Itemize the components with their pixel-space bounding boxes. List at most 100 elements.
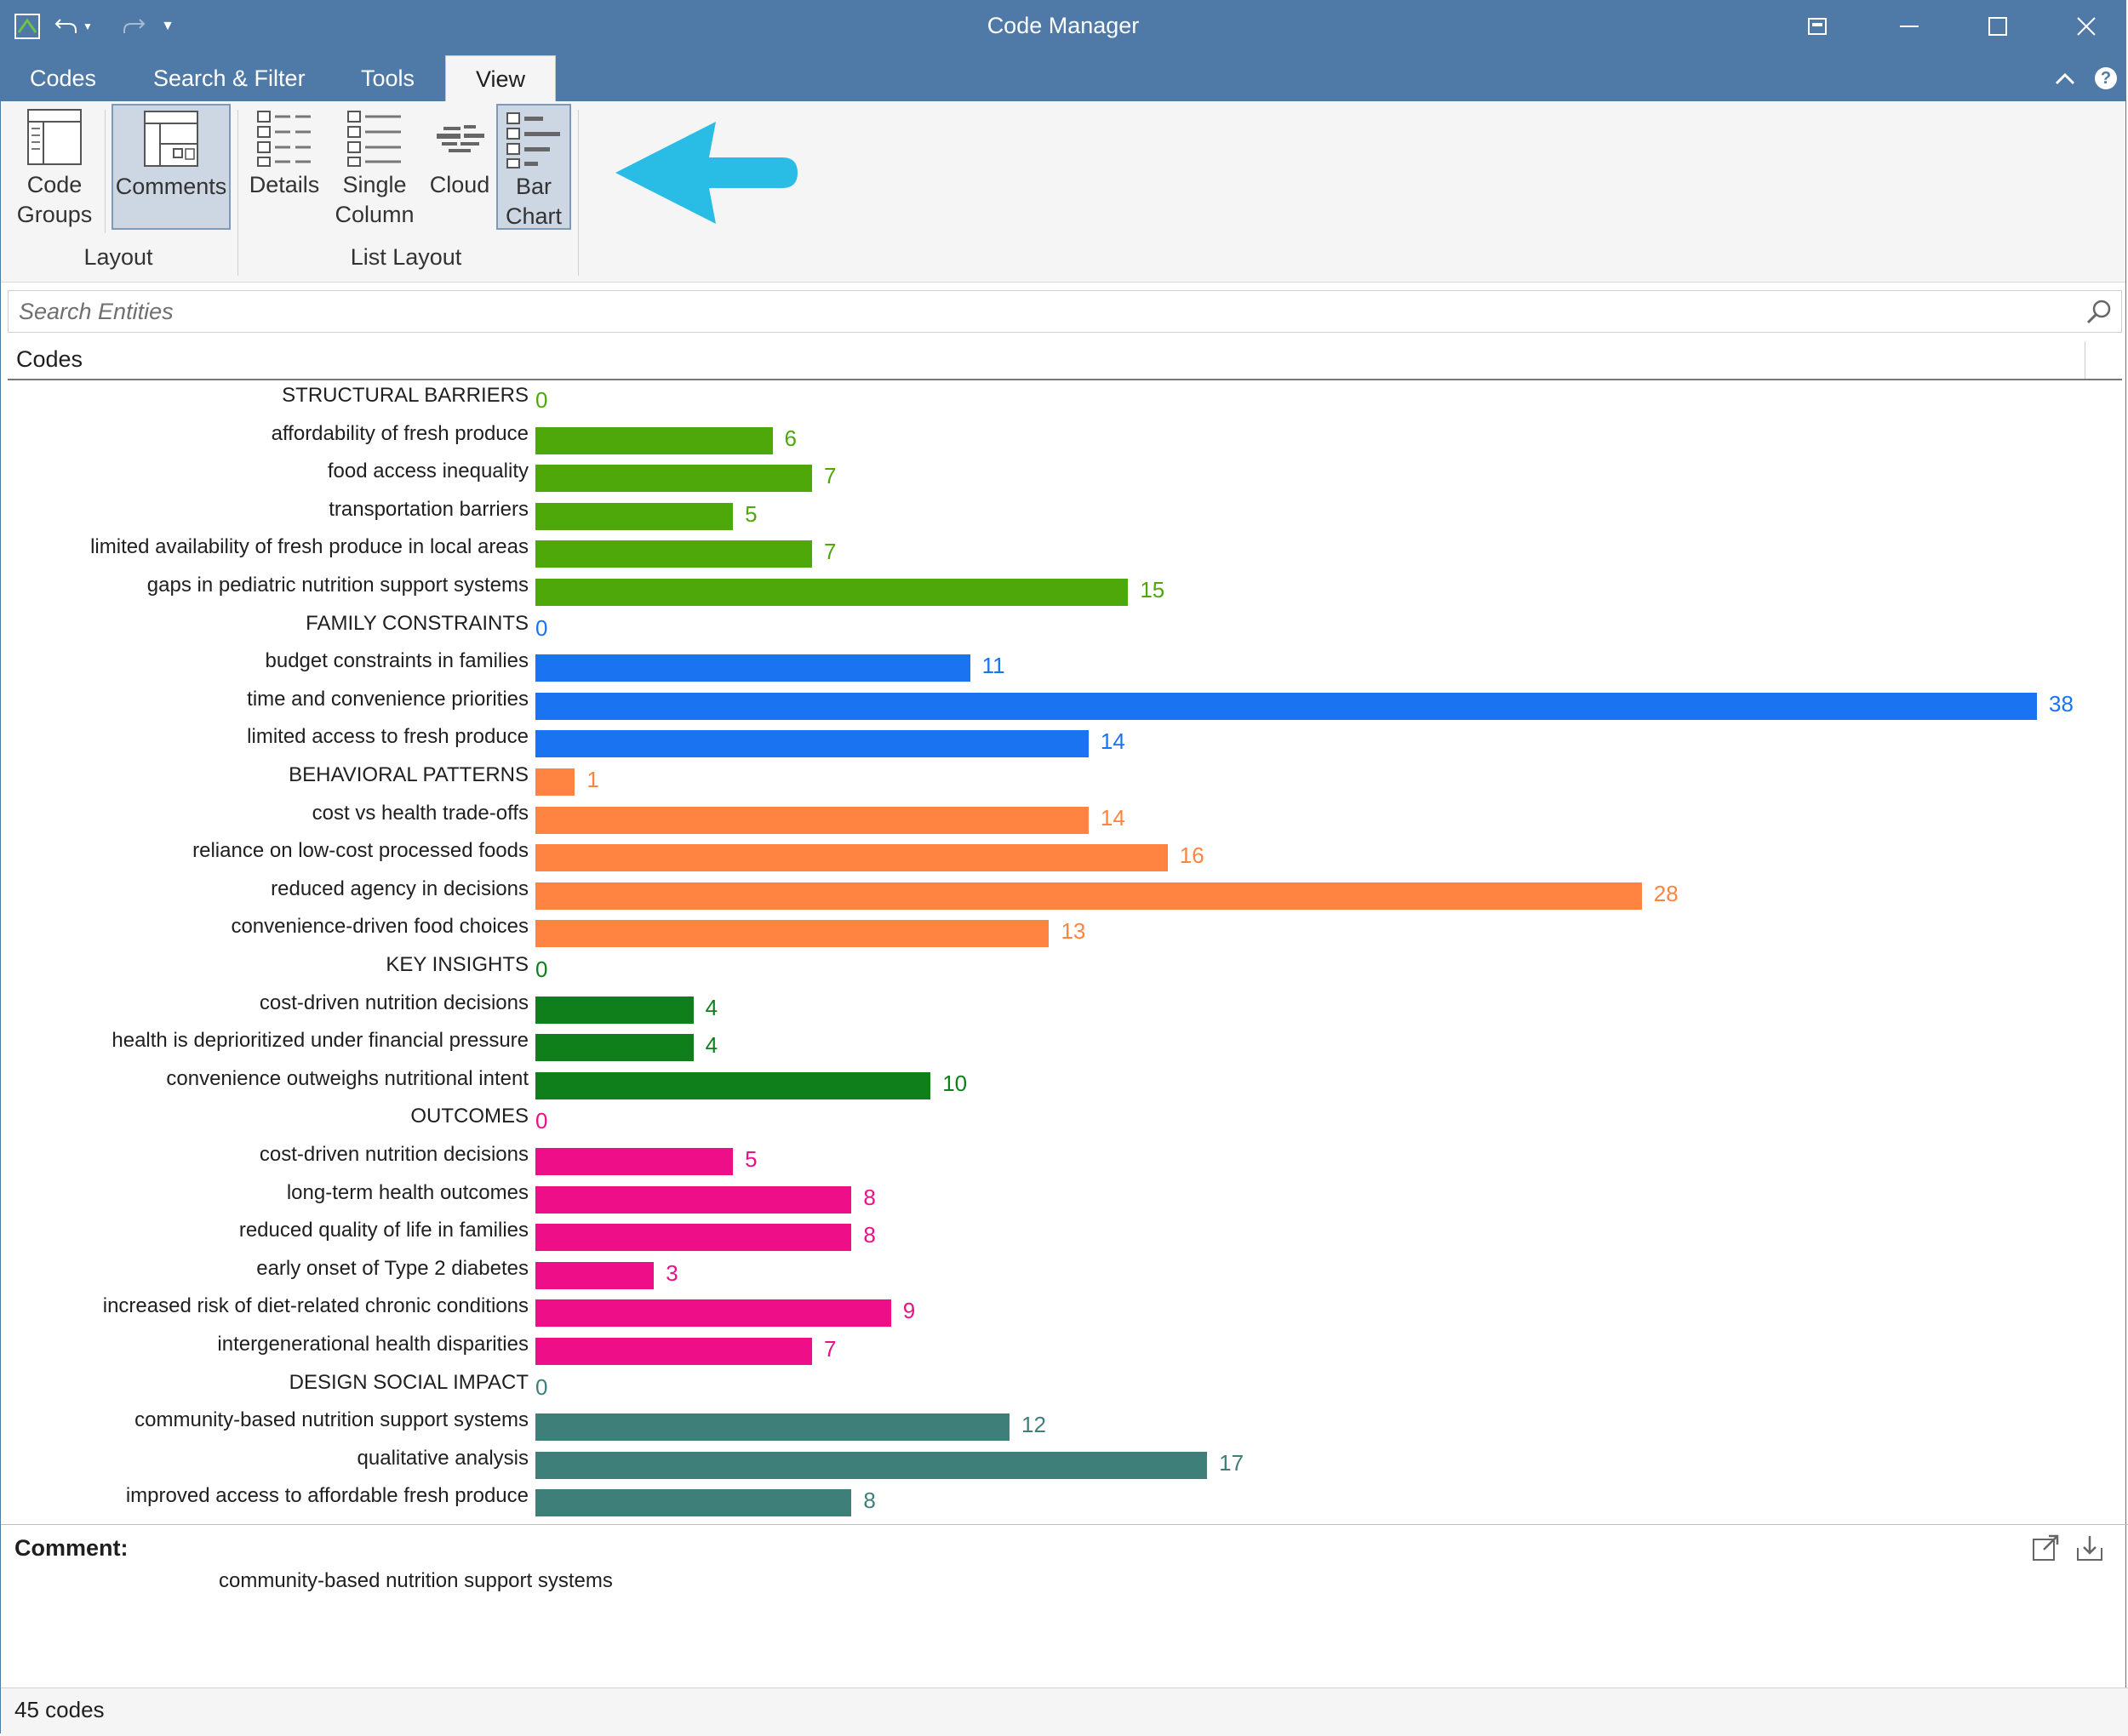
code-row[interactable]: qualitative analysis 17 (1, 1445, 2128, 1482)
code-row[interactable]: intergenerational health disparities 7 (1, 1331, 2128, 1368)
bar-value-label: 8 (863, 1184, 876, 1210)
code-label: cost-driven nutrition decisions (259, 1143, 529, 1166)
code-row[interactable]: affordability of fresh produce 6 (1, 420, 2128, 458)
code-label: budget constraints in families (265, 649, 529, 673)
code-label: reduced quality of life in families (238, 1219, 529, 1242)
single-column-button[interactable]: Single Column (328, 104, 421, 230)
restore-ribbon-icon[interactable] (1792, 9, 1843, 43)
comment-text[interactable]: community-based nutrition support system… (219, 1569, 613, 1592)
code-row[interactable]: time and convenience priorities 38 (1, 686, 2128, 723)
tab-tools[interactable]: Tools (361, 66, 415, 91)
code-row[interactable]: transportation barriers 5 (1, 496, 2128, 534)
code-groups-button[interactable]: Code Groups (9, 104, 100, 230)
undo-icon[interactable]: ▼ (52, 9, 94, 43)
ribbon: Code Groups Comments Layout (1, 101, 2125, 283)
redo-icon[interactable] (117, 9, 151, 43)
bar (535, 502, 734, 530)
tab-codes[interactable]: Codes (30, 66, 97, 91)
code-row[interactable]: reduced agency in decisions 28 (1, 876, 2128, 913)
code-group-label: STRUCTURAL BARRIERS (282, 384, 529, 407)
bar (535, 1338, 812, 1365)
bar (535, 920, 1050, 948)
bar (535, 730, 1089, 758)
bar-value-label: 17 (1219, 1449, 1244, 1476)
code-bar-chart: STRUCTURAL BARRIERS 0 affordability of fre… (1, 382, 2128, 1517)
code-group-row[interactable]: FAMILY CONSTRAINTS 0 (1, 610, 2128, 648)
single-column-label-2: Column (335, 202, 415, 227)
code-row[interactable]: budget constraints in families 11 (1, 648, 2128, 685)
code-label: time and convenience priorities (247, 687, 529, 711)
customize-quick-access-icon[interactable]: ▼ (161, 19, 174, 33)
comments-layout-icon (144, 111, 198, 167)
close-button[interactable] (2061, 9, 2112, 43)
code-row[interactable]: improved access to affordable fresh prod… (1, 1482, 2128, 1520)
code-group-row[interactable]: DESIGN SOCIAL IMPACT 0 (1, 1369, 2128, 1407)
word-cloud-icon (437, 125, 484, 152)
tab-search-filter[interactable]: Search & Filter (153, 66, 306, 91)
bar (535, 540, 812, 568)
code-label: health is deprioritized under financial … (112, 1029, 529, 1053)
code-row[interactable]: long-term health outcomes 8 (1, 1179, 2128, 1217)
code-label: gaps in pediatric nutrition support syst… (146, 574, 529, 597)
code-label: long-term health outcomes (286, 1180, 529, 1204)
title-bar: ▼ ▼ Code Manager (1, 1, 2125, 55)
code-row[interactable]: convenience-driven food choices 13 (1, 913, 2128, 951)
code-row[interactable]: food access inequality 7 (1, 458, 2128, 495)
code-row[interactable]: reduced quality of life in families 8 (1, 1217, 2128, 1254)
search-input[interactable] (17, 291, 2046, 332)
code-row[interactable]: reliance on low-cost processed foods 16 (1, 837, 2128, 875)
code-group-row[interactable]: OUTCOMES 0 (1, 1103, 2128, 1140)
code-label: food access inequality (327, 460, 529, 483)
code-row[interactable]: cost-driven nutrition decisions 4 (1, 990, 2128, 1027)
bar (535, 1413, 1010, 1442)
details-list-icon (257, 111, 311, 167)
help-icon[interactable]: ? (2095, 67, 2117, 89)
bar (535, 806, 1089, 834)
open-comment-editor-icon[interactable] (2030, 1533, 2061, 1563)
tab-view[interactable]: View (445, 55, 556, 101)
save-comment-icon[interactable] (2074, 1533, 2105, 1563)
bar-chart-button[interactable]: Bar Chart (496, 104, 571, 230)
ribbon-group-separator-2 (578, 110, 579, 276)
maximize-button[interactable] (1972, 9, 2023, 43)
code-row[interactable]: health is deprioritized under financial … (1, 1027, 2128, 1065)
code-row[interactable]: early onset of Type 2 diabetes 3 (1, 1255, 2128, 1293)
code-group-row[interactable]: KEY INSIGHTS 0 (1, 951, 2128, 989)
bar (535, 768, 575, 796)
collapse-ribbon-icon[interactable] (2052, 66, 2078, 91)
search-icon[interactable] (2085, 298, 2113, 325)
bar-value-label: 38 (2049, 690, 2074, 717)
code-label: increased risk of diet-related chronic c… (102, 1294, 529, 1318)
minimize-button[interactable] (1884, 9, 1935, 43)
comments-button[interactable]: Comments (112, 104, 231, 230)
code-groups-label-1: Code (26, 172, 83, 197)
bar-value-label: 0 (535, 1108, 548, 1134)
code-row[interactable]: increased risk of diet-related chronic c… (1, 1293, 2128, 1330)
bar-value-label: 5 (745, 1146, 758, 1172)
cloud-button[interactable]: Cloud (425, 104, 495, 230)
code-row[interactable]: convenience outweighs nutritional intent… (1, 1065, 2128, 1103)
bar-value-label: 13 (1061, 918, 1086, 945)
codes-column-header[interactable]: Codes (8, 341, 2122, 380)
details-button[interactable]: Details (244, 104, 324, 230)
bar-value-label: 1 (586, 767, 599, 792)
bar-value-label: 28 (1653, 880, 1679, 906)
code-row[interactable]: limited access to fresh produce 14 (1, 723, 2128, 761)
pointer-arrow-icon (615, 122, 798, 224)
bar-value-label: 5 (745, 500, 758, 527)
comments-label: Comments (115, 174, 227, 199)
code-group-label: OUTCOMES (410, 1105, 529, 1128)
bar-value-label: 9 (902, 1298, 916, 1324)
code-row[interactable]: community-based nutrition support system… (1, 1407, 2128, 1444)
column-header-label: Codes (16, 346, 83, 372)
code-row[interactable]: gaps in pediatric nutrition support syst… (1, 572, 2128, 609)
code-row[interactable]: limited availability of fresh produce in… (1, 534, 2128, 571)
code-row[interactable]: cost vs health trade-offs 14 (1, 800, 2128, 837)
code-group-row[interactable]: BEHAVIORAL PATTERNS 1 (1, 762, 2128, 799)
code-row[interactable]: cost-driven nutrition decisions 5 (1, 1141, 2128, 1179)
window-title: Code Manager (987, 13, 1140, 38)
layout-group-label: Layout (83, 244, 153, 270)
bar (535, 579, 1129, 606)
bar (535, 426, 773, 454)
code-group-row[interactable]: STRUCTURAL BARRIERS 0 (1, 382, 2128, 420)
